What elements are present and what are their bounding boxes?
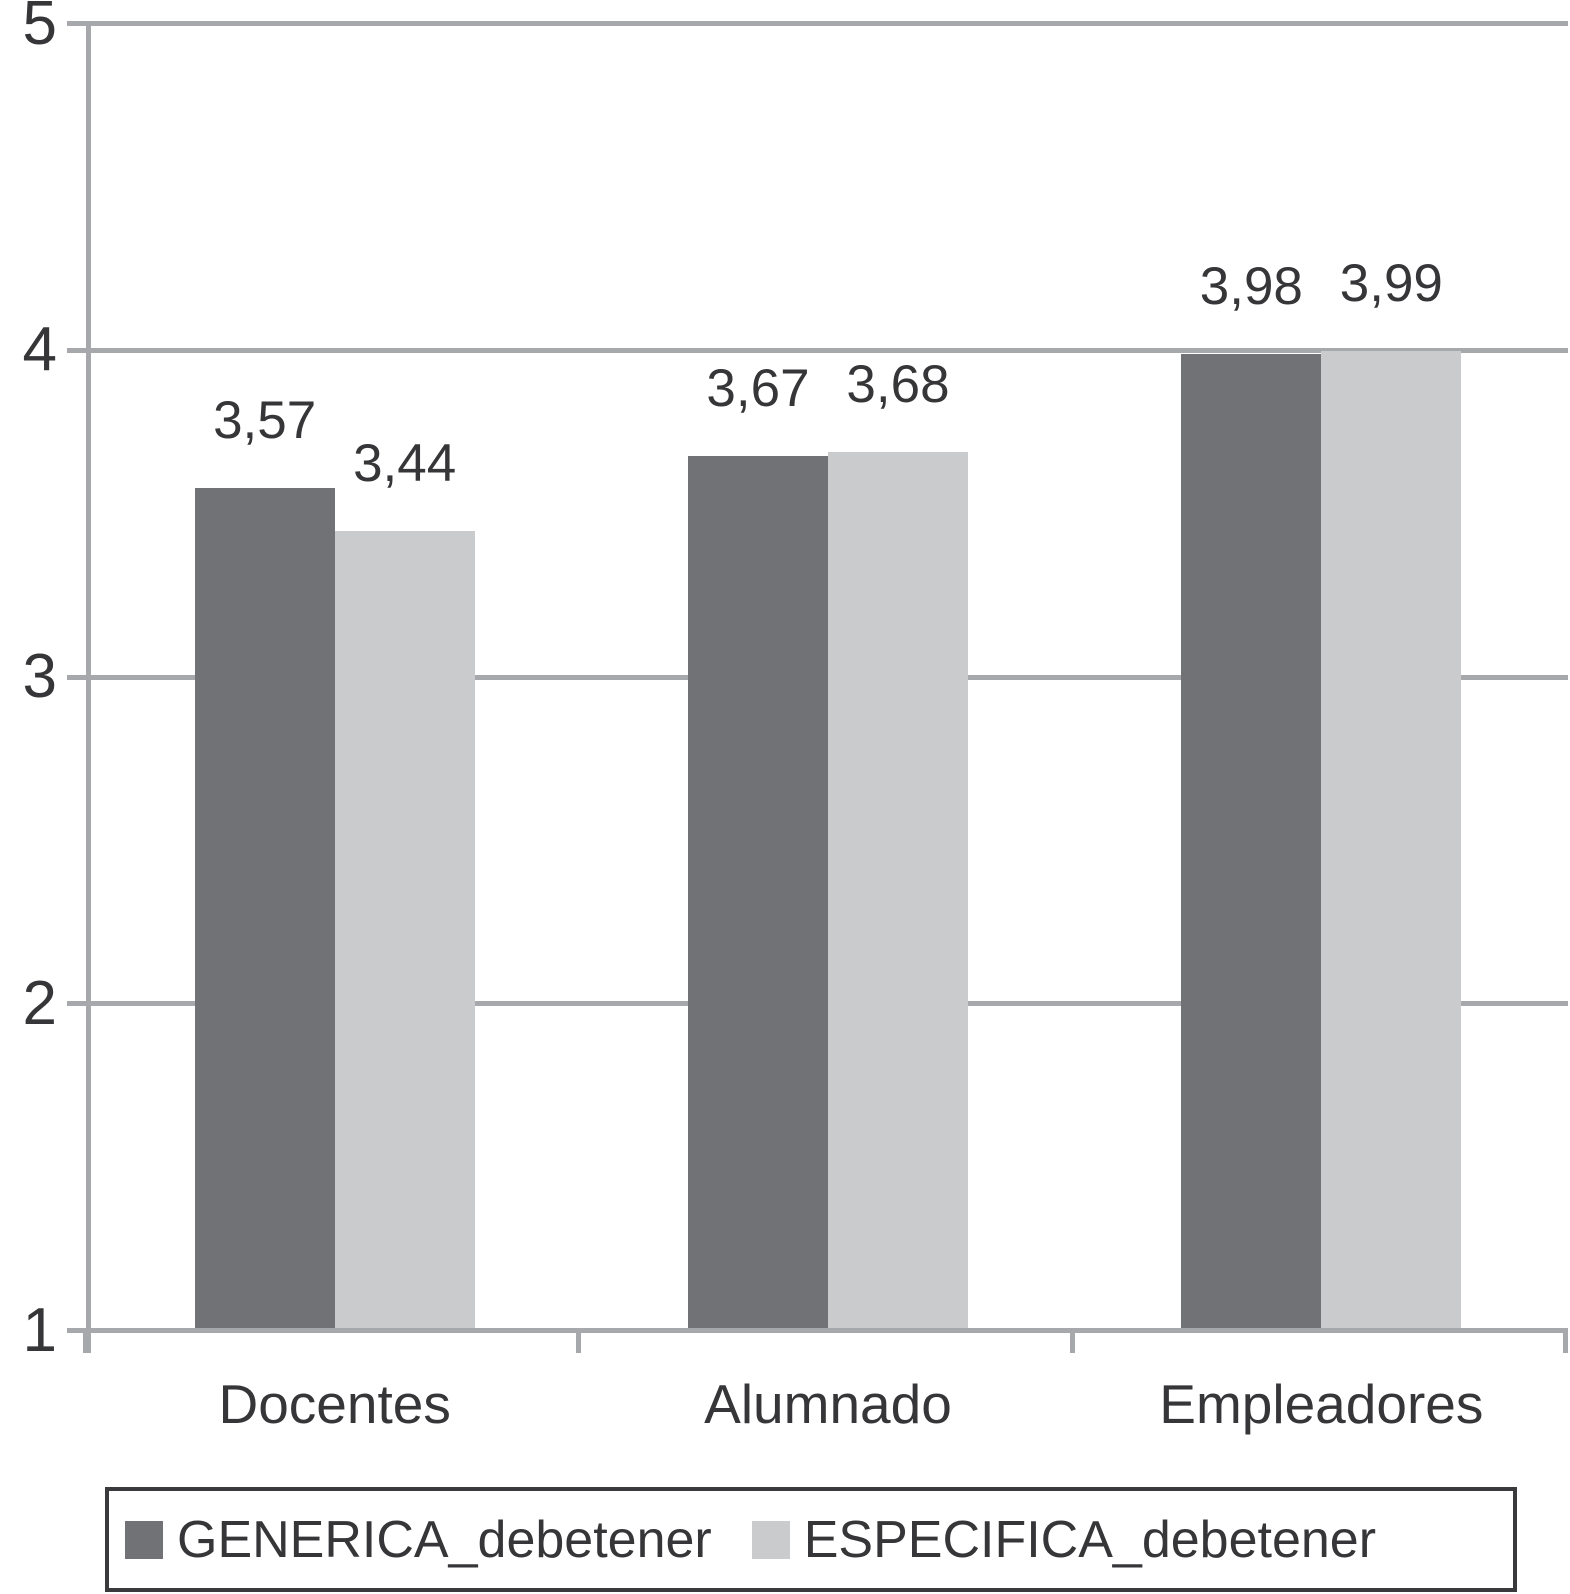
y-axis-tick-label-4: 4	[22, 315, 57, 385]
x-axis-tick-0	[83, 1328, 88, 1353]
y-axis-tick-label-5: 5	[22, 0, 57, 58]
bar-generica-alumnado	[688, 455, 828, 1328]
bar-especifica-empleadores	[1321, 351, 1462, 1328]
legend-swatch-especifica-icon	[751, 1520, 790, 1559]
bar-value-label: 3,67	[706, 358, 810, 418]
x-axis-tick-3	[1563, 1328, 1568, 1353]
gridline-y-5	[67, 21, 1568, 26]
bar-value-label: 3,57	[213, 391, 317, 451]
y-axis-tick-label-1: 1	[22, 1295, 57, 1365]
legend-entry-generica: GENERICA_debetener	[125, 1510, 712, 1570]
bar-value-label: 3,44	[353, 433, 457, 493]
bar-value-label: 3,99	[1339, 254, 1443, 314]
x-axis-category-label-docentes: Docentes	[218, 1373, 451, 1435]
x-axis-tick-2	[1069, 1328, 1075, 1353]
x-axis-tick-1	[576, 1328, 582, 1353]
x-axis-category-label-alumnado: Alumnado	[704, 1373, 952, 1435]
legend-label-especifica: ESPECIFICA_debetener	[803, 1510, 1377, 1569]
bar-value-label: 3,98	[1199, 257, 1303, 317]
gridline-y-1	[67, 1328, 1568, 1333]
bar-generica-empleadores	[1181, 354, 1322, 1328]
y-axis-tick-label-2: 2	[22, 968, 57, 1038]
legend-swatch-generica-icon	[125, 1520, 163, 1559]
legend: GENERICA_debetener ESPECIFICA_debetener	[105, 1487, 1517, 1592]
bar-especifica-docentes	[334, 530, 475, 1328]
bar-generica-docentes	[194, 488, 335, 1328]
bar-especifica-alumnado	[828, 452, 968, 1328]
x-axis-category-label-empleadores: Empleadores	[1159, 1373, 1484, 1435]
bar-value-label: 3,68	[846, 355, 950, 415]
y-axis-line	[86, 21, 91, 1353]
y-axis-tick-label-3: 3	[22, 642, 57, 711]
gridline-y-4	[67, 347, 1568, 353]
legend-entry-especifica: ESPECIFICA_debetener	[751, 1510, 1377, 1570]
legend-label-generica: GENERICA_debetener	[177, 1510, 712, 1569]
